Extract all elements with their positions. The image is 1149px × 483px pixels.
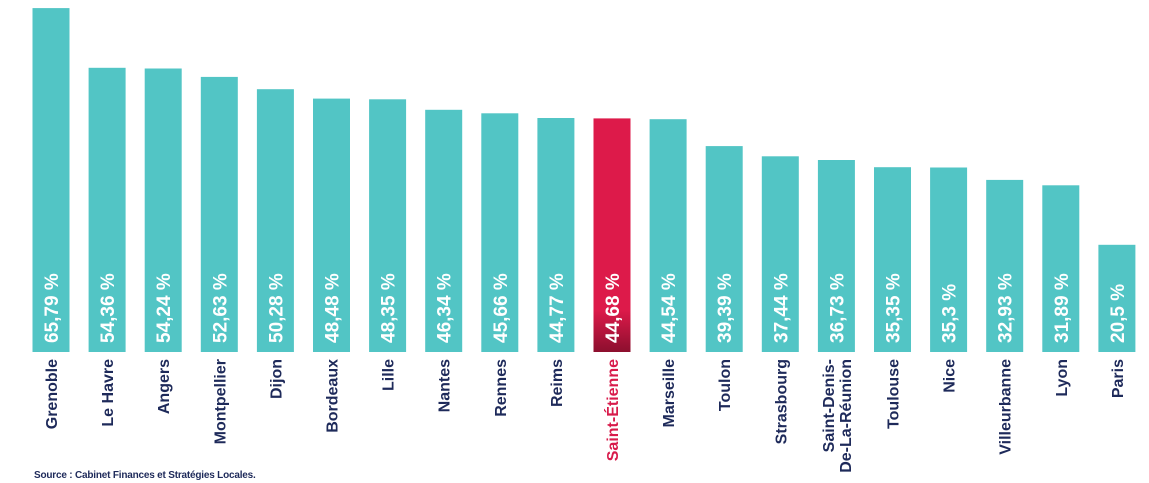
value-label-lyon: 31,89 % (1052, 273, 1073, 343)
value-label-nice: 35,3 % (940, 284, 961, 343)
category-label-dijon: Dijon (268, 359, 285, 399)
value-label-rennes: 45,66 % (491, 273, 512, 343)
value-label-angers: 54,24 % (154, 273, 175, 343)
bar-strasbourg (761, 156, 799, 352)
bar-reims (537, 118, 575, 352)
category-label-nantes: Nantes (437, 359, 454, 412)
category-label-lille: Lille (381, 359, 398, 391)
bar-villeurbanne (986, 179, 1024, 352)
category-label-angers: Angers (156, 359, 173, 414)
value-label-toulon: 39,39 % (715, 273, 736, 343)
category-label-paris: Paris (1110, 359, 1127, 398)
bar-lyon (1042, 185, 1080, 352)
category-label-bordeaux: Bordeaux (325, 359, 342, 433)
value-label-lille: 48,35 % (379, 273, 400, 343)
bar-angers (144, 68, 182, 352)
value-label-saint-etienne: 44,68 % (603, 273, 624, 343)
category-label-saint-denis-de-la-reunion: Saint-Denis-De-La-Réunion (821, 359, 855, 473)
category-label-saint-etienne: Saint-Étienne (603, 359, 622, 461)
bar-le-havre (88, 67, 126, 353)
value-label-montpellier: 52,63 % (210, 273, 231, 343)
category-label-grenoble: Grenoble (44, 359, 61, 429)
category-label-nice: Nice (942, 359, 959, 393)
value-label-dijon: 50,28 % (266, 273, 287, 343)
bar-rennes (481, 113, 519, 352)
value-label-villeurbanne: 32,93 % (996, 273, 1017, 343)
bar-dijon (256, 89, 294, 352)
bar-lille (369, 99, 407, 352)
value-label-paris: 20,5 % (1108, 284, 1129, 343)
bar-montpellier (200, 76, 238, 353)
bar-saint-etienne (593, 118, 631, 353)
value-label-bordeaux: 48,48 % (323, 273, 344, 343)
value-labels-group: 65,79 % 54,36 % 54,24 % 52,63 % 50,28 % 48,48… (42, 273, 1129, 343)
value-label-toulouse: 35,35 % (884, 273, 905, 343)
value-label-le-havre: 54,36 % (98, 273, 119, 343)
category-label-toulouse: Toulouse (886, 359, 903, 429)
bar-saint-denis-de-la-reunion (817, 160, 855, 352)
bars-group (32, 8, 1136, 353)
category-label-marseille: Marseille (661, 359, 678, 428)
bar-toulouse (874, 167, 911, 352)
category-label-montpellier: Montpellier (212, 359, 229, 444)
value-label-saint-denis-de-la-reunion: 36,73 % (827, 273, 848, 343)
category-label-le-havre: Le Havre (100, 359, 117, 427)
bar-paris (1098, 244, 1136, 352)
bar-grenoble (32, 8, 70, 352)
category-label-rennes: Rennes (493, 359, 510, 417)
category-label-lyon: Lyon (1054, 359, 1071, 397)
bar-nantes (425, 109, 463, 352)
bar-bordeaux (313, 98, 350, 352)
value-label-nantes: 46,34 % (435, 273, 456, 343)
source-note: Source : Cabinet Finances et Stratégies … (34, 470, 256, 481)
category-label-reims: Reims (549, 359, 566, 407)
bar-marseille (649, 119, 687, 352)
bar-nice (930, 167, 968, 352)
category-label-toulon: Toulon (717, 359, 734, 411)
value-label-marseille: 44,54 % (659, 273, 680, 343)
value-label-grenoble: 65,79 % (42, 273, 63, 343)
value-label-strasbourg: 37,44 % (771, 273, 792, 343)
value-label-reims: 44,77 % (547, 273, 568, 343)
category-label-villeurbanne: Villeurbanne (998, 359, 1015, 455)
category-label-strasbourg: Strasbourg (773, 359, 790, 444)
bar-toulon (705, 146, 743, 352)
category-labels-group: Grenoble Le Havre Angers Montpellier Dijon Bo… (44, 359, 1127, 473)
